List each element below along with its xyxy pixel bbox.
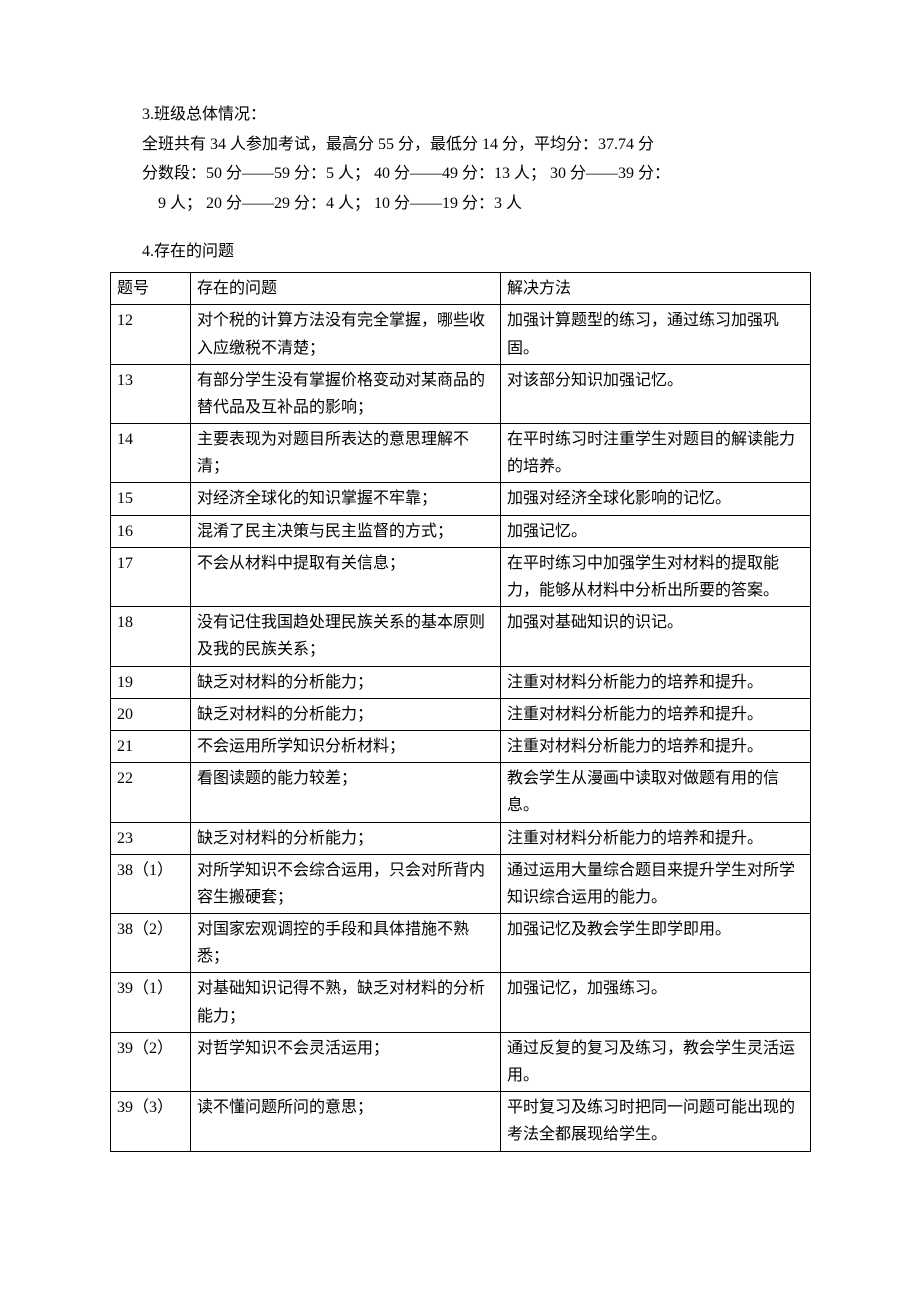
table-row: 38（2）对国家宏观调控的手段和具体措施不熟悉；加强记忆及教会学生即学即用。 bbox=[111, 914, 811, 973]
cell-question-number: 19 bbox=[111, 666, 191, 698]
cell-problem: 对哲学知识不会灵活运用； bbox=[191, 1032, 501, 1091]
cell-problem: 没有记住我国趋处理民族关系的基本原则及我的民族关系； bbox=[191, 607, 501, 666]
cell-question-number: 39（2） bbox=[111, 1032, 191, 1091]
table-row: 16混淆了民主决策与民主监督的方式；加强记忆。 bbox=[111, 515, 811, 547]
cell-question-number: 18 bbox=[111, 607, 191, 666]
problems-table: 题号 存在的问题 解决方法 12对个税的计算方法没有完全掌握，哪些收入应缴税不清… bbox=[110, 272, 811, 1151]
table-row: 22看图读题的能力较差；教会学生从漫画中读取对做题有用的信息。 bbox=[111, 763, 811, 822]
cell-problem: 不会从材料中提取有关信息； bbox=[191, 547, 501, 606]
cell-problem: 对个税的计算方法没有完全掌握，哪些收入应缴税不清楚； bbox=[191, 305, 501, 364]
cell-problem: 读不懂问题所问的意思； bbox=[191, 1092, 501, 1151]
table-header-row: 题号 存在的问题 解决方法 bbox=[111, 273, 811, 305]
table-row: 15对经济全球化的知识掌握不牢靠；加强对经济全球化影响的记忆。 bbox=[111, 483, 811, 515]
table-row: 23缺乏对材料的分析能力；注重对材料分析能力的培养和提升。 bbox=[111, 822, 811, 854]
cell-problem: 对国家宏观调控的手段和具体措施不熟悉； bbox=[191, 914, 501, 973]
table-row: 39（1）对基础知识记得不熟，缺乏对材料的分析能力；加强记忆，加强练习。 bbox=[111, 973, 811, 1032]
cell-solution: 加强对经济全球化影响的记忆。 bbox=[501, 483, 811, 515]
cell-problem: 对经济全球化的知识掌握不牢靠； bbox=[191, 483, 501, 515]
cell-solution: 在平时练习时注重学生对题目的解读能力的培养。 bbox=[501, 424, 811, 483]
cell-question-number: 38（1） bbox=[111, 854, 191, 913]
cell-solution: 注重对材料分析能力的培养和提升。 bbox=[501, 822, 811, 854]
overview-stats: 全班共有 34 人参加考试，最高分 55 分，最低分 14 分，平均分：37.7… bbox=[110, 130, 810, 160]
section4-heading: 4.存在的问题 bbox=[110, 238, 810, 267]
cell-solution: 平时复习及练习时把同一问题可能出现的考法全都展现给学生。 bbox=[501, 1092, 811, 1151]
cell-solution: 通过运用大量综合题目来提升学生对所学知识综合运用的能力。 bbox=[501, 854, 811, 913]
cell-question-number: 39（1） bbox=[111, 973, 191, 1032]
cell-solution: 加强对基础知识的识记。 bbox=[501, 607, 811, 666]
cell-question-number: 13 bbox=[111, 364, 191, 423]
table-row: 13有部分学生没有掌握价格变动对某商品的替代品及互补品的影响；对该部分知识加强记… bbox=[111, 364, 811, 423]
table-row: 39（2）对哲学知识不会灵活运用；通过反复的复习及练习，教会学生灵活运用。 bbox=[111, 1032, 811, 1091]
header-solution: 解决方法 bbox=[501, 273, 811, 305]
cell-problem: 看图读题的能力较差； bbox=[191, 763, 501, 822]
cell-question-number: 15 bbox=[111, 483, 191, 515]
table-row: 18没有记住我国趋处理民族关系的基本原则及我的民族关系；加强对基础知识的识记。 bbox=[111, 607, 811, 666]
table-row: 17不会从材料中提取有关信息；在平时练习中加强学生对材料的提取能力，能够从材料中… bbox=[111, 547, 811, 606]
cell-question-number: 12 bbox=[111, 305, 191, 364]
cell-solution: 加强记忆，加强练习。 bbox=[501, 973, 811, 1032]
cell-problem: 缺乏对材料的分析能力； bbox=[191, 822, 501, 854]
table-row: 12对个税的计算方法没有完全掌握，哪些收入应缴税不清楚；加强计算题型的练习，通过… bbox=[111, 305, 811, 364]
header-question-number: 题号 bbox=[111, 273, 191, 305]
cell-problem: 有部分学生没有掌握价格变动对某商品的替代品及互补品的影响； bbox=[191, 364, 501, 423]
cell-solution: 加强记忆及教会学生即学即用。 bbox=[501, 914, 811, 973]
cell-solution: 教会学生从漫画中读取对做题有用的信息。 bbox=[501, 763, 811, 822]
cell-question-number: 17 bbox=[111, 547, 191, 606]
cell-problem: 混淆了民主决策与民主监督的方式； bbox=[191, 515, 501, 547]
cell-solution: 在平时练习中加强学生对材料的提取能力，能够从材料中分析出所要的答案。 bbox=[501, 547, 811, 606]
table-row: 39（3）读不懂问题所问的意思；平时复习及练习时把同一问题可能出现的考法全都展现… bbox=[111, 1092, 811, 1151]
cell-problem: 缺乏对材料的分析能力； bbox=[191, 666, 501, 698]
cell-solution: 加强记忆。 bbox=[501, 515, 811, 547]
cell-solution: 注重对材料分析能力的培养和提升。 bbox=[501, 730, 811, 762]
cell-question-number: 20 bbox=[111, 698, 191, 730]
cell-question-number: 38（2） bbox=[111, 914, 191, 973]
cell-question-number: 16 bbox=[111, 515, 191, 547]
table-row: 14主要表现为对题目所表达的意思理解不清；在平时练习时注重学生对题目的解读能力的… bbox=[111, 424, 811, 483]
table-row: 19缺乏对材料的分析能力；注重对材料分析能力的培养和提升。 bbox=[111, 666, 811, 698]
cell-question-number: 23 bbox=[111, 822, 191, 854]
cell-solution: 加强计算题型的练习，通过练习加强巩固。 bbox=[501, 305, 811, 364]
cell-problem: 缺乏对材料的分析能力； bbox=[191, 698, 501, 730]
cell-question-number: 22 bbox=[111, 763, 191, 822]
cell-solution: 通过反复的复习及练习，教会学生灵活运用。 bbox=[501, 1032, 811, 1091]
score-bands-1: 分数段：50 分——59 分：5 人； 40 分——49 分：13 人； 30 … bbox=[110, 159, 810, 189]
overview-heading: 3.班级总体情况： bbox=[110, 100, 810, 130]
cell-solution: 注重对材料分析能力的培养和提升。 bbox=[501, 698, 811, 730]
table-row: 38（1）对所学知识不会综合运用，只会对所背内容生搬硬套；通过运用大量综合题目来… bbox=[111, 854, 811, 913]
cell-problem: 主要表现为对题目所表达的意思理解不清； bbox=[191, 424, 501, 483]
overview-section: 3.班级总体情况： 全班共有 34 人参加考试，最高分 55 分，最低分 14 … bbox=[110, 100, 810, 218]
cell-question-number: 39（3） bbox=[111, 1092, 191, 1151]
cell-problem: 对基础知识记得不熟，缺乏对材料的分析能力； bbox=[191, 973, 501, 1032]
cell-solution: 对该部分知识加强记忆。 bbox=[501, 364, 811, 423]
table-row: 20缺乏对材料的分析能力；注重对材料分析能力的培养和提升。 bbox=[111, 698, 811, 730]
header-problem: 存在的问题 bbox=[191, 273, 501, 305]
cell-problem: 不会运用所学知识分析材料； bbox=[191, 730, 501, 762]
cell-question-number: 21 bbox=[111, 730, 191, 762]
cell-question-number: 14 bbox=[111, 424, 191, 483]
table-row: 21不会运用所学知识分析材料；注重对材料分析能力的培养和提升。 bbox=[111, 730, 811, 762]
cell-problem: 对所学知识不会综合运用，只会对所背内容生搬硬套； bbox=[191, 854, 501, 913]
score-bands-2: 9 人； 20 分——29 分：4 人； 10 分——19 分：3 人 bbox=[110, 189, 810, 219]
cell-solution: 注重对材料分析能力的培养和提升。 bbox=[501, 666, 811, 698]
